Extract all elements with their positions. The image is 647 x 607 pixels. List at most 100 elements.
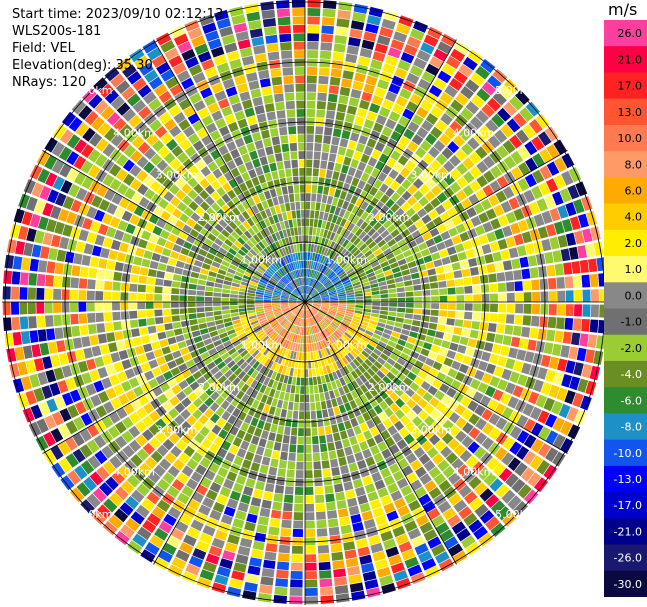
radar-gate (569, 216, 581, 231)
radar-gate (156, 499, 171, 513)
radar-gate (235, 554, 249, 565)
radar-gate (339, 325, 347, 332)
radar-gate (374, 211, 384, 221)
radar-gate (61, 302, 70, 313)
radar-gate (289, 296, 298, 300)
radar-gate (291, 316, 297, 324)
radar-gate (284, 349, 289, 358)
radar-gate (293, 512, 304, 521)
radar-gate (130, 398, 142, 411)
radar-gate (173, 459, 185, 471)
ring-label: 3.00km (410, 423, 452, 436)
radar-gate (244, 3, 259, 14)
radar-gate (277, 282, 285, 289)
radar-gate (120, 480, 135, 494)
radar-gate (313, 299, 322, 302)
radar-gate (551, 400, 563, 415)
radar-gate (545, 413, 558, 428)
radar-gate (393, 326, 402, 333)
radar-gate (311, 291, 318, 297)
radar-gate (395, 533, 409, 545)
radar-gate (213, 54, 227, 66)
radar-gate (334, 281, 342, 287)
radar-gate (515, 129, 530, 144)
radar-gate (535, 253, 546, 266)
radar-gate (280, 257, 286, 266)
radar-gate (228, 444, 239, 455)
radar-gate (204, 419, 215, 431)
radar-gate (590, 304, 599, 318)
radar-gate (543, 342, 554, 355)
radar-gate (114, 331, 124, 341)
radar-gate (131, 265, 141, 275)
radar-gate (126, 474, 141, 488)
radar-gate (271, 300, 280, 302)
radar-gate (116, 340, 126, 351)
radar-gate (204, 408, 214, 419)
radar-gate (311, 193, 317, 202)
radar-gate (312, 168, 319, 177)
radar-gate (205, 316, 215, 322)
radar-gate (265, 440, 274, 450)
radar-gate (400, 393, 410, 403)
radar-gate (281, 238, 287, 247)
radar-gate (462, 422, 474, 434)
radar-gate (58, 424, 71, 439)
radar-gate (326, 230, 332, 240)
radar-gate (47, 341, 58, 354)
radar-gate (268, 281, 276, 287)
radar-gate (392, 377, 402, 387)
radar-gate (354, 530, 366, 541)
radar-gate (89, 256, 100, 268)
radar-gate (143, 161, 155, 174)
radar-gate (492, 68, 508, 84)
radar-gate (451, 215, 462, 226)
radar-gate (510, 182, 522, 195)
radar-gate (237, 193, 247, 203)
radar-gate (462, 185, 474, 197)
radar-gate (382, 418, 393, 429)
radar-gate (477, 382, 489, 394)
radar-gate (274, 93, 284, 103)
radar-gate (525, 376, 536, 390)
radar-gate (404, 234, 414, 244)
radar-gate (435, 266, 445, 274)
radar-gate (175, 260, 185, 269)
radar-gate (283, 276, 290, 284)
radar-gate (246, 72, 258, 82)
radar-gate (407, 240, 417, 249)
radar-gate (224, 369, 233, 379)
radar-gate (273, 442, 282, 451)
radar-gate (338, 456, 347, 467)
radar-gate (318, 67, 330, 76)
radar-gate (509, 134, 523, 149)
radar-gate (281, 247, 287, 256)
radar-gate (356, 433, 366, 443)
radar-gate (478, 532, 494, 547)
radar-gate (259, 78, 271, 88)
radar-gate (142, 40, 158, 54)
radar-gate (305, 537, 316, 546)
radar-gate (507, 457, 521, 472)
radar-gate (249, 237, 258, 246)
radar-gate (337, 508, 349, 518)
radar-gate (263, 422, 272, 432)
radar-gate (231, 316, 240, 321)
radar-gate (278, 347, 285, 356)
radar-gate (316, 227, 321, 237)
radar-gate (272, 304, 280, 307)
radar-gate (214, 315, 223, 321)
radar-gate (276, 314, 284, 320)
radar-gate (344, 354, 352, 363)
radar-gate (379, 574, 394, 586)
radar-gate (91, 510, 106, 525)
radar-gate (201, 115, 214, 127)
radar-gate (179, 295, 188, 301)
radar-gate (452, 134, 466, 148)
radar-gate (528, 201, 541, 215)
radar-gate (94, 356, 105, 368)
radar-gate (289, 342, 294, 351)
radar-gate (248, 169, 257, 179)
radar-gate (218, 125, 230, 137)
radar-gate (531, 422, 544, 437)
